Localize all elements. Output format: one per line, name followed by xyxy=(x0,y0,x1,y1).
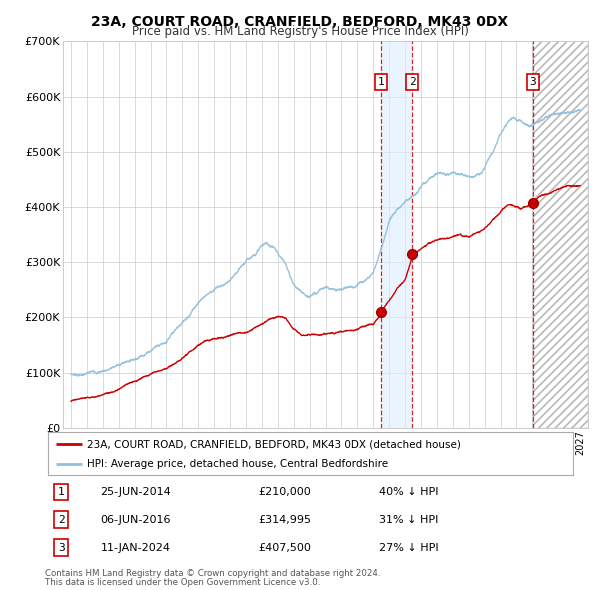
Text: 31% ↓ HPI: 31% ↓ HPI xyxy=(379,515,438,525)
Bar xyxy=(533,41,588,428)
Text: 3: 3 xyxy=(58,543,65,553)
Text: 23A, COURT ROAD, CRANFIELD, BEDFORD, MK43 0DX: 23A, COURT ROAD, CRANFIELD, BEDFORD, MK4… xyxy=(91,15,509,30)
Text: 3: 3 xyxy=(529,77,536,87)
Text: 2: 2 xyxy=(58,515,65,525)
Text: 1: 1 xyxy=(58,487,65,497)
Text: 25-JUN-2014: 25-JUN-2014 xyxy=(101,487,171,497)
Text: 23A, COURT ROAD, CRANFIELD, BEDFORD, MK43 0DX (detached house): 23A, COURT ROAD, CRANFIELD, BEDFORD, MK4… xyxy=(88,440,461,450)
Text: 2: 2 xyxy=(409,77,416,87)
Bar xyxy=(533,41,588,428)
Text: £314,995: £314,995 xyxy=(258,515,311,525)
Text: 06-JUN-2016: 06-JUN-2016 xyxy=(101,515,171,525)
Text: 11-JAN-2024: 11-JAN-2024 xyxy=(101,543,170,553)
Text: 27% ↓ HPI: 27% ↓ HPI xyxy=(379,543,439,553)
Text: This data is licensed under the Open Government Licence v3.0.: This data is licensed under the Open Gov… xyxy=(45,578,320,587)
Text: 1: 1 xyxy=(377,77,384,87)
Text: Price paid vs. HM Land Registry's House Price Index (HPI): Price paid vs. HM Land Registry's House … xyxy=(131,25,469,38)
Bar xyxy=(381,41,412,428)
Text: HPI: Average price, detached house, Central Bedfordshire: HPI: Average price, detached house, Cent… xyxy=(88,460,389,469)
Text: Contains HM Land Registry data © Crown copyright and database right 2024.: Contains HM Land Registry data © Crown c… xyxy=(45,569,380,578)
Text: £210,000: £210,000 xyxy=(258,487,311,497)
Text: £407,500: £407,500 xyxy=(258,543,311,553)
Text: 40% ↓ HPI: 40% ↓ HPI xyxy=(379,487,438,497)
